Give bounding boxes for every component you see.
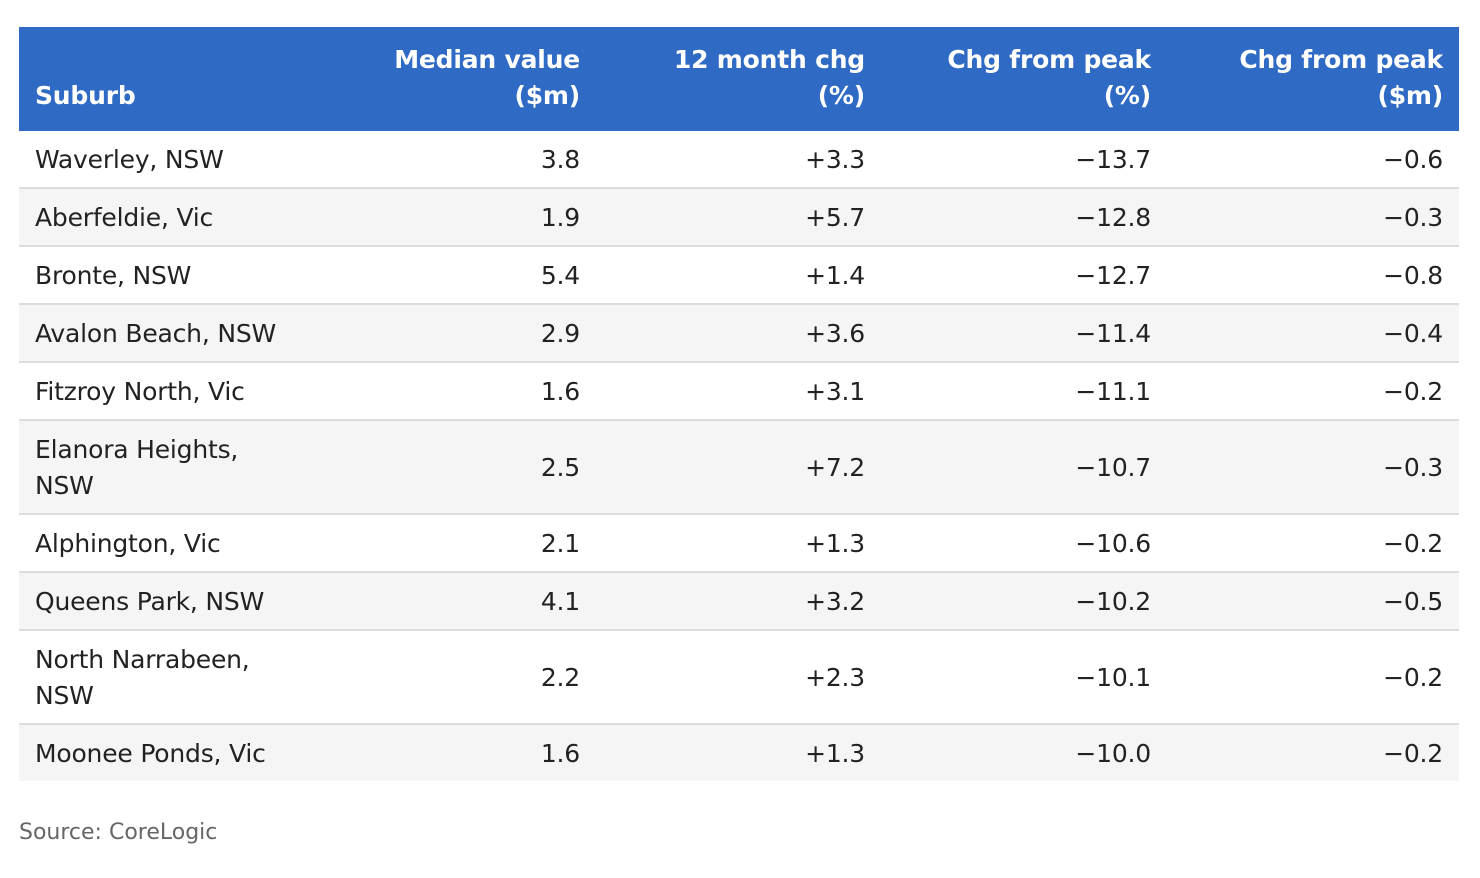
cell-suburb: Alphington, Vic: [35, 529, 221, 558]
cell-chg-from-peak-pct: −11.4: [1075, 319, 1151, 348]
cell-suburb: Elanora Heights, NSW: [35, 435, 239, 500]
header-median-value-line2: ($m): [514, 81, 581, 110]
cell-median-value: 4.1: [540, 587, 580, 616]
cell-chg-from-peak-pct: −12.7: [1075, 261, 1151, 290]
cell-suburb: North Narrabeen, NSW: [35, 645, 250, 710]
header-chg-from-peak-pct-line2: (%): [1103, 81, 1152, 110]
table-row: Alphington, Vic 2.1 +1.3 −10.6 −0.2: [19, 514, 1459, 572]
source-note: Source: CoreLogic: [19, 820, 218, 845]
header-median-value: Median value ($m): [319, 27, 596, 131]
cell-12-month-chg: +7.2: [805, 453, 865, 482]
cell-chg-from-peak-pct: −10.0: [1075, 739, 1151, 768]
table-row: Aberfeldie, Vic 1.9 +5.7 −12.8 −0.3: [19, 188, 1459, 246]
cell-median-value: 1.9: [540, 203, 580, 232]
suburb-price-table: Suburb Median value ($m) 12 month chg (%) …: [19, 27, 1459, 781]
cell-chg-from-peak-m: −0.2: [1383, 663, 1443, 692]
cell-12-month-chg: +3.6: [805, 319, 865, 348]
header-suburb-label: Suburb: [35, 81, 136, 110]
cell-chg-from-peak-m: −0.2: [1383, 377, 1443, 406]
cell-12-month-chg: +1.4: [805, 261, 865, 290]
header-median-value-line1: Median value: [394, 45, 580, 74]
cell-12-month-chg: +5.7: [805, 203, 865, 232]
header-chg-from-peak-pct-line1: Chg from peak: [947, 45, 1151, 74]
cell-chg-from-peak-m: −0.3: [1383, 203, 1443, 232]
table-header-row: Suburb Median value ($m) 12 month chg (%) …: [19, 27, 1459, 131]
table-row: Avalon Beach, NSW 2.9 +3.6 −11.4 −0.4: [19, 304, 1459, 362]
data-table-container: Suburb Median value ($m) 12 month chg (%) …: [19, 27, 1459, 781]
cell-median-value: 5.4: [540, 261, 580, 290]
cell-chg-from-peak-m: −0.8: [1383, 261, 1443, 290]
cell-chg-from-peak-pct: −10.1: [1075, 663, 1151, 692]
cell-median-value: 1.6: [540, 377, 580, 406]
cell-12-month-chg: +1.3: [805, 739, 865, 768]
cell-median-value: 2.1: [540, 529, 580, 558]
cell-suburb: Aberfeldie, Vic: [35, 203, 214, 232]
table-row: Waverley, NSW 3.8 +3.3 −13.7 −0.6: [19, 131, 1459, 188]
table-row: Moonee Ponds, Vic 1.6 +1.3 −10.0 −0.2: [19, 724, 1459, 781]
cell-chg-from-peak-pct: −10.6: [1075, 529, 1151, 558]
table-row: Elanora Heights, NSW 2.5 +7.2 −10.7 −0.3: [19, 420, 1459, 514]
cell-median-value: 2.9: [540, 319, 580, 348]
header-12-month-chg-line1: 12 month chg: [673, 45, 865, 74]
cell-chg-from-peak-m: −0.6: [1383, 145, 1443, 174]
table-row: Bronte, NSW 5.4 +1.4 −12.7 −0.8: [19, 246, 1459, 304]
cell-chg-from-peak-pct: −10.2: [1075, 587, 1151, 616]
cell-chg-from-peak-m: −0.2: [1383, 529, 1443, 558]
table-body: Waverley, NSW 3.8 +3.3 −13.7 −0.6 Aberfeldie,…: [19, 131, 1459, 781]
cell-median-value: 2.2: [540, 663, 580, 692]
cell-suburb: Waverley, NSW: [35, 145, 224, 174]
cell-12-month-chg: +2.3: [805, 663, 865, 692]
cell-suburb: Avalon Beach, NSW: [35, 319, 277, 348]
header-12-month-chg-line2: (%): [817, 81, 866, 110]
cell-chg-from-peak-m: −0.4: [1383, 319, 1443, 348]
table-row: Fitzroy North, Vic 1.6 +3.1 −11.1 −0.2: [19, 362, 1459, 420]
cell-chg-from-peak-m: −0.5: [1383, 587, 1443, 616]
cell-median-value: 2.5: [540, 453, 580, 482]
cell-chg-from-peak-pct: −11.1: [1075, 377, 1151, 406]
cell-suburb: Bronte, NSW: [35, 261, 192, 290]
cell-chg-from-peak-pct: −13.7: [1075, 145, 1151, 174]
cell-chg-from-peak-pct: −12.8: [1075, 203, 1151, 232]
header-chg-from-peak-pct: Chg from peak (%): [881, 27, 1167, 131]
cell-suburb: Queens Park, NSW: [35, 587, 265, 616]
header-chg-from-peak-m-line2: ($m): [1377, 81, 1444, 110]
cell-suburb: Moonee Ponds, Vic: [35, 739, 266, 768]
cell-12-month-chg: +3.3: [805, 145, 865, 174]
cell-chg-from-peak-pct: −10.7: [1075, 453, 1151, 482]
cell-12-month-chg: +3.2: [805, 587, 865, 616]
table-row: North Narrabeen, NSW 2.2 +2.3 −10.1 −0.2: [19, 630, 1459, 724]
header-chg-from-peak-m: Chg from peak ($m): [1167, 27, 1459, 131]
header-chg-from-peak-m-line1: Chg from peak: [1239, 45, 1443, 74]
cell-chg-from-peak-m: −0.2: [1383, 739, 1443, 768]
cell-12-month-chg: +1.3: [805, 529, 865, 558]
cell-suburb: Fitzroy North, Vic: [35, 377, 245, 406]
table-header: Suburb Median value ($m) 12 month chg (%) …: [19, 27, 1459, 131]
cell-median-value: 3.8: [540, 145, 580, 174]
header-12-month-chg: 12 month chg (%): [596, 27, 881, 131]
cell-chg-from-peak-m: −0.3: [1383, 453, 1443, 482]
table-row: Queens Park, NSW 4.1 +3.2 −10.2 −0.5: [19, 572, 1459, 630]
cell-median-value: 1.6: [540, 739, 580, 768]
header-suburb: Suburb: [19, 27, 319, 131]
cell-12-month-chg: +3.1: [805, 377, 865, 406]
